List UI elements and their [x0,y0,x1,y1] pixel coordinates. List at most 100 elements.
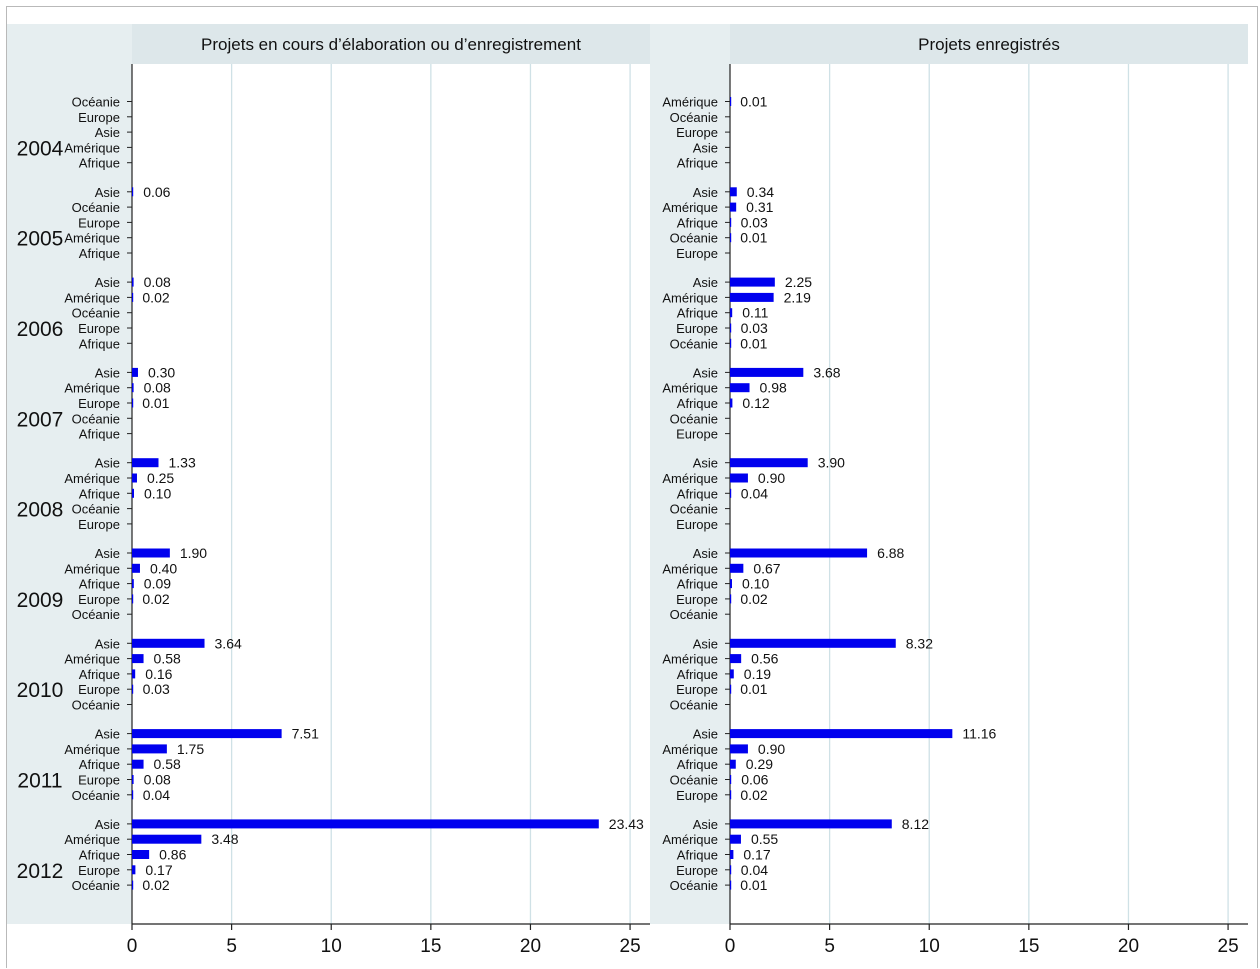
bar-1-8-europe [132,865,136,875]
category-label-2-7-4: Europe [676,788,718,803]
category-label-2-4-0: Asie [693,456,718,471]
category-label-2-0-2: Europe [676,125,718,140]
bar-2-3-asie [730,367,804,377]
category-label-1-2-3: Europe [78,321,120,336]
year-label-2004: 2004 [17,137,64,160]
category-label-2-6-1: Amérique [662,652,718,667]
category-label-1-7-3: Europe [78,773,120,788]
bar-2-5-amérique [730,563,744,573]
category-label-2-3-2: Afrique [677,396,718,411]
x-tick-label-1-15: 15 [420,936,441,957]
bar-1-8-afrique [132,850,150,859]
category-label-2-0-3: Asie [693,140,718,155]
data-label-2-6-0: 8.32 [906,635,933,651]
bar-1-1-asie [132,187,134,197]
x-tick-label-2-10: 10 [919,936,940,957]
data-label-1-5-1: 0.40 [150,560,177,576]
data-label-2-3-2: 0.12 [742,395,769,411]
data-label-2-7-0: 11.16 [962,726,996,742]
bar-2-6-europe [730,684,732,694]
category-label-2-1-3: Océanie [670,231,718,246]
bar-2-8-asie [730,819,892,829]
bar-2-5-europe [730,594,732,604]
bar-1-7-océanie [132,790,134,800]
data-label-1-5-2: 0.09 [144,576,171,592]
category-label-2-6-3: Europe [676,682,718,697]
plot-area-2 [730,64,1248,924]
bar-1-5-amérique [132,563,140,573]
data-label-2-7-4: 0.02 [740,787,767,803]
bar-2-6-amérique [730,654,742,664]
bar-2-3-afrique [730,398,733,408]
data-label-1-8-2: 0.86 [159,847,186,863]
x-tick-label-1-5: 5 [226,936,237,957]
category-label-2-7-2: Afrique [677,757,718,772]
category-label-1-6-3: Europe [78,682,120,697]
category-label-1-8-4: Océanie [72,878,120,893]
bar-1-6-amérique [132,654,144,664]
bar-2-2-afrique [730,308,733,318]
data-label-1-8-3: 0.17 [145,862,172,878]
panel-title-2: Projets enregistrés [918,35,1060,54]
category-label-2-2-0: Asie [693,275,718,290]
category-label-1-1-1: Océanie [72,200,120,215]
category-label-1-5-2: Afrique [79,577,120,592]
panel-header-bg-1 [132,24,650,64]
category-label-1-1-3: Amérique [64,231,120,246]
data-label-2-7-3: 0.06 [741,772,768,788]
data-label-2-6-1: 0.56 [751,651,778,667]
bar-2-1-océanie [730,233,732,243]
bar-2-7-europe [730,790,732,800]
year-label-2006: 2006 [17,318,64,341]
category-label-2-4-4: Europe [676,517,718,532]
category-label-2-7-0: Asie [693,727,718,742]
category-label-1-6-1: Amérique [64,652,120,667]
bar-2-2-europe [730,323,732,333]
bar-1-6-afrique [132,669,136,679]
label-area-bg-2 [650,24,730,924]
bar-2-4-amérique [730,473,748,483]
bar-1-7-asie [132,729,282,739]
category-label-1-0-1: Europe [78,110,120,125]
category-label-2-3-3: Océanie [670,411,718,426]
category-label-2-7-3: Océanie [670,773,718,788]
category-label-1-8-1: Amérique [64,832,120,847]
x-tick-label-2-0: 0 [725,936,736,957]
x-tick-label-1-25: 25 [620,936,641,957]
category-label-2-0-4: Afrique [677,156,718,171]
category-label-1-2-4: Afrique [79,336,120,351]
bar-1-5-europe [132,594,134,604]
bar-2-6-afrique [730,669,734,679]
x-tick-label-1-20: 20 [520,936,541,957]
data-label-1-8-4: 0.02 [142,877,169,893]
year-label-2011: 2011 [17,770,62,793]
bar-1-5-asie [132,548,170,558]
bar-2-8-amérique [730,834,741,844]
data-label-2-8-0: 8.12 [902,816,929,832]
category-label-1-7-1: Amérique [64,742,120,757]
category-label-2-5-4: Océanie [670,607,718,622]
data-label-2-6-2: 0.19 [744,666,771,682]
category-label-1-5-4: Océanie [72,607,120,622]
bar-2-7-asie [730,729,953,739]
bar-1-8-amérique [132,834,202,844]
x-tick-label-2-15: 15 [1018,936,1039,957]
year-label-2012: 2012 [17,860,64,883]
category-label-1-3-1: Amérique [64,381,120,396]
bar-1-7-amérique [132,744,167,754]
data-label-2-3-0: 3.68 [813,364,840,380]
bar-2-3-amérique [730,383,750,393]
bar-2-7-océanie [730,775,732,784]
data-label-2-2-4: 0.01 [740,335,767,351]
bar-1-6-asie [132,638,205,648]
category-label-1-7-0: Asie [95,727,120,742]
label-area-bg-1 [7,24,132,924]
x-tick-label-2-25: 25 [1218,936,1239,957]
category-label-2-2-3: Europe [676,321,718,336]
bar-2-7-afrique [730,759,736,769]
category-label-2-2-2: Afrique [677,306,718,321]
category-label-1-6-2: Afrique [79,667,120,682]
bar-1-7-afrique [132,759,144,769]
panel-title-1: Projets en cours d’élaboration ou d’enre… [201,35,581,54]
